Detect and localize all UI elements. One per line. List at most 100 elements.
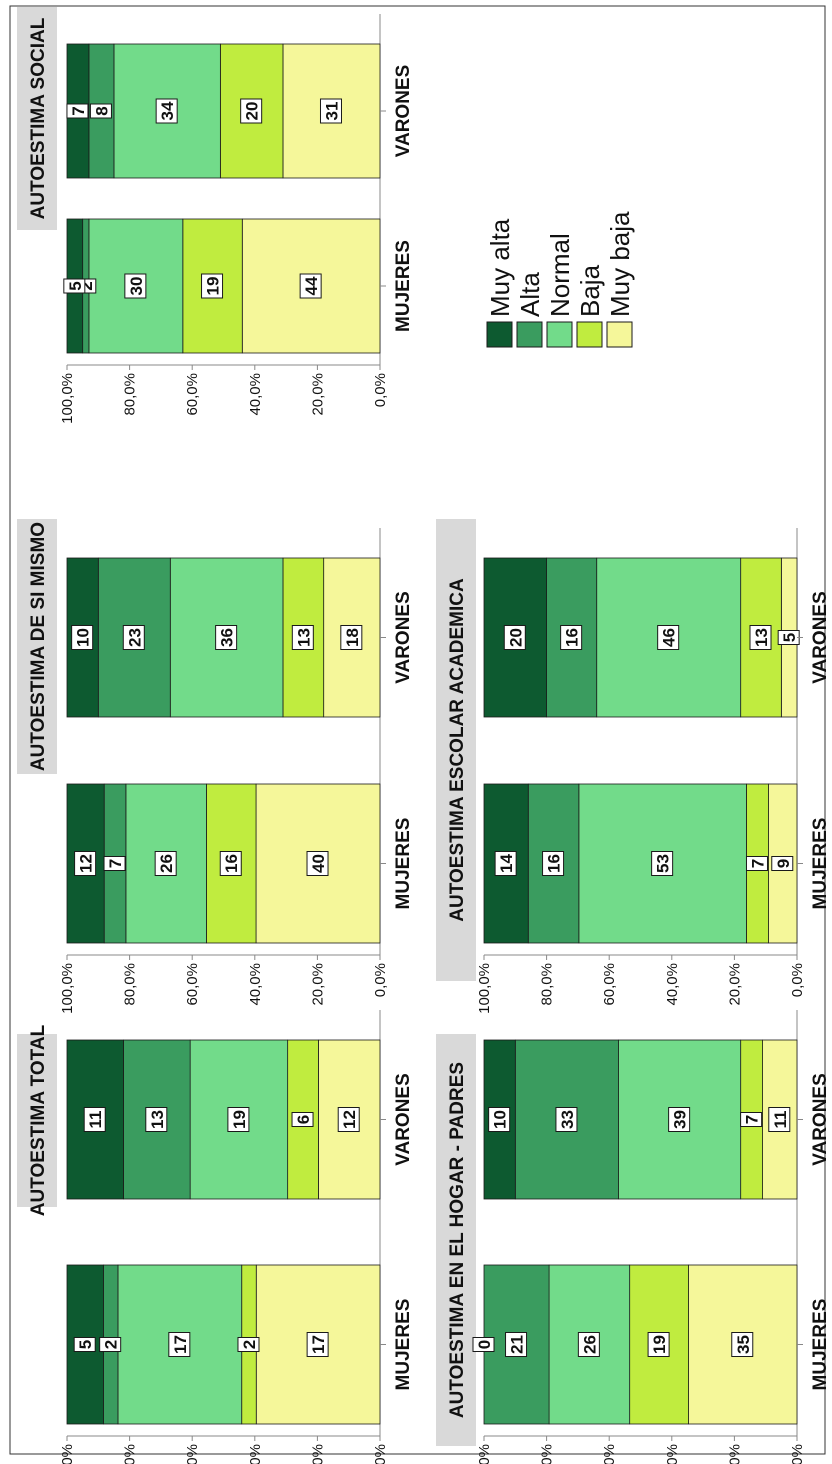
data-label-box — [122, 625, 145, 650]
data-label-box — [291, 1112, 314, 1127]
value-tick-label: 20,0% — [309, 963, 326, 1006]
data-label-mujeres-normal: 26 — [577, 1332, 600, 1357]
value-tick-label: 0,0% — [789, 1444, 806, 1464]
data-label-mujeres-alta: 7 — [103, 856, 126, 871]
data-label-value: 14 — [497, 854, 516, 873]
data-label-value: 13 — [752, 628, 771, 647]
value-tick-label: 80,0% — [122, 1444, 139, 1464]
data-label-box — [768, 1107, 791, 1132]
data-label-value: 36 — [218, 628, 237, 647]
data-label-box — [240, 98, 263, 124]
data-label-varones-alta: 16 — [560, 625, 583, 650]
data-label-box — [740, 1112, 763, 1127]
data-label-value: 16 — [222, 854, 241, 873]
data-label-box — [71, 625, 94, 650]
data-label-box — [237, 1337, 260, 1352]
data-label-value: 13 — [294, 628, 313, 647]
data-label-mujeres-baja: 2 — [237, 1337, 260, 1352]
data-label-box — [155, 98, 178, 124]
value-tick-label: 0,0% — [372, 963, 389, 997]
chart-title-box — [17, 7, 57, 230]
category-label-mujeres: MUJERES — [810, 1299, 831, 1391]
data-label-value: 19 — [230, 1110, 249, 1129]
data-label-mujeres-muy-baja: 40 — [306, 851, 329, 876]
data-label-mujeres-alta: 16 — [542, 851, 565, 876]
data-label-varones-baja: 20 — [240, 98, 263, 124]
value-tick-label: 40,0% — [247, 373, 264, 416]
data-label-varones-normal: 46 — [657, 625, 680, 650]
value-tick-label: 0,0% — [372, 373, 389, 407]
data-label-varones-baja: 13 — [749, 625, 772, 650]
data-label-value: 17 — [309, 1335, 328, 1354]
data-label-value: 12 — [77, 854, 96, 873]
data-label-box — [299, 273, 322, 299]
data-label-value: 7 — [743, 1115, 762, 1124]
value-tick-label: 60,0% — [184, 963, 201, 1006]
data-label-box — [472, 1337, 495, 1352]
data-label-varones-muy-baja: 12 — [337, 1107, 360, 1132]
category-label-varones: VARONES — [393, 1073, 414, 1166]
value-tick-label: 80,0% — [539, 1444, 556, 1464]
legend-swatch-muy-alta — [486, 321, 513, 348]
data-label-box — [503, 625, 526, 650]
data-label-value: 19 — [204, 277, 223, 296]
data-label-value: 21 — [508, 1335, 527, 1354]
data-label-box — [651, 851, 674, 876]
data-label-value: 2 — [77, 281, 96, 290]
data-label-mujeres-alta: 2 — [99, 1337, 122, 1352]
value-tick-label: 0,0% — [789, 963, 806, 997]
data-label-mujeres-muy-alta: 0 — [472, 1337, 495, 1352]
value-tick-label: 80,0% — [122, 963, 139, 1006]
data-label-value: 30 — [127, 277, 146, 296]
data-label-value: 2 — [240, 1340, 259, 1349]
category-label-mujeres: MUJERES — [393, 818, 414, 910]
data-label-value: 12 — [340, 1110, 359, 1129]
data-label-box — [340, 625, 363, 650]
data-label-box — [771, 856, 794, 871]
value-tick-label: 60,0% — [184, 373, 201, 416]
data-label-box — [103, 856, 126, 871]
data-label-value: 31 — [322, 102, 341, 121]
value-tick-label: 40,0% — [664, 1444, 681, 1464]
category-label-mujeres: MUJERES — [393, 1299, 414, 1391]
data-label-box — [201, 273, 224, 299]
data-label-box — [74, 851, 97, 876]
value-tick-label: 100,0% — [59, 963, 76, 1014]
data-label-box — [505, 1332, 528, 1357]
data-label-value: 46 — [660, 628, 679, 647]
data-label-value: 26 — [157, 854, 176, 873]
data-label-box — [219, 851, 242, 876]
data-label-value: 13 — [148, 1110, 167, 1129]
data-label-box — [145, 1107, 168, 1132]
value-tick-label: 60,0% — [601, 1444, 618, 1464]
data-label-box — [124, 273, 147, 299]
value-tick-label: 80,0% — [539, 963, 556, 1006]
data-label-mujeres-normal: 30 — [124, 273, 147, 299]
value-tick-label: 20,0% — [309, 1444, 326, 1464]
data-label-value: 11 — [86, 1111, 105, 1129]
data-label-mujeres-muy-baja: 9 — [771, 856, 794, 871]
chart-title-box — [17, 1034, 57, 1207]
category-label-mujeres: MUJERES — [393, 240, 414, 332]
data-label-value: 7 — [69, 106, 88, 115]
value-tick-label: 60,0% — [184, 1444, 201, 1464]
category-label-varones: VARONES — [393, 65, 414, 158]
data-label-varones-muy-baja: 11 — [768, 1107, 791, 1132]
data-label-value: 10 — [491, 1110, 510, 1129]
value-tick-label: 40,0% — [247, 1444, 264, 1464]
data-label-box — [168, 1332, 191, 1357]
data-label-varones-alta: 8 — [89, 103, 112, 119]
data-label-box — [306, 851, 329, 876]
data-label-box — [66, 103, 89, 119]
data-label-value: 5 — [66, 281, 85, 290]
data-label-mujeres-normal: 53 — [651, 851, 674, 876]
data-label-value: 18 — [343, 628, 362, 647]
data-label-box — [647, 1332, 670, 1357]
data-label-mujeres-muy-alta: 5 — [73, 1337, 96, 1352]
data-label-value: 20 — [506, 628, 525, 647]
value-tick-label: 100,0% — [59, 373, 76, 424]
data-label-varones-muy-baja: 5 — [777, 630, 800, 645]
data-label-box — [560, 625, 583, 650]
value-tick-label: 20,0% — [726, 963, 743, 1006]
category-label-varones: VARONES — [810, 1073, 831, 1166]
